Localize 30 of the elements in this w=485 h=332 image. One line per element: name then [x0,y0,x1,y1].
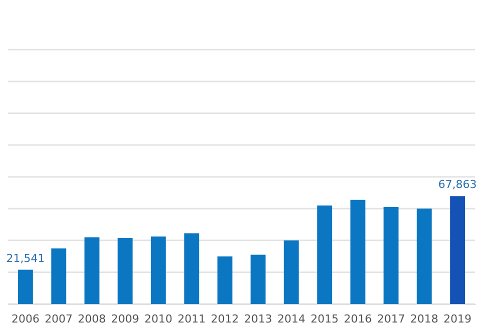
x-tick-label: 2010 [144,312,172,326]
x-tick-label: 2013 [244,312,272,326]
x-tick-label: 2016 [344,312,372,326]
x-tick-label: 2009 [111,312,140,326]
bar [118,238,133,304]
bar [217,256,232,304]
x-tick-label: 2007 [44,312,73,326]
data-label: 21,541 [6,252,45,265]
bar [450,196,466,304]
bar [84,237,100,304]
bar [184,233,200,304]
x-tick-label: 2008 [78,312,106,326]
x-tick-label: 2012 [210,312,239,326]
bar [51,248,66,304]
x-tick-label: 2015 [310,312,339,326]
x-tick-label: 2011 [178,312,206,326]
x-tick-label: 2018 [410,312,438,326]
x-tick-label: 2006 [11,312,40,326]
bar [18,270,33,304]
data-label: 67,863 [438,178,477,192]
bar [416,208,432,304]
bar [350,200,366,304]
bar [317,205,332,304]
bar [384,207,399,304]
x-tick-label: 2014 [277,312,306,326]
bar [250,254,266,304]
x-tick-label: 2019 [444,312,472,326]
bar [284,240,299,304]
bar [150,236,166,304]
x-tick-label: 2017 [377,312,406,326]
